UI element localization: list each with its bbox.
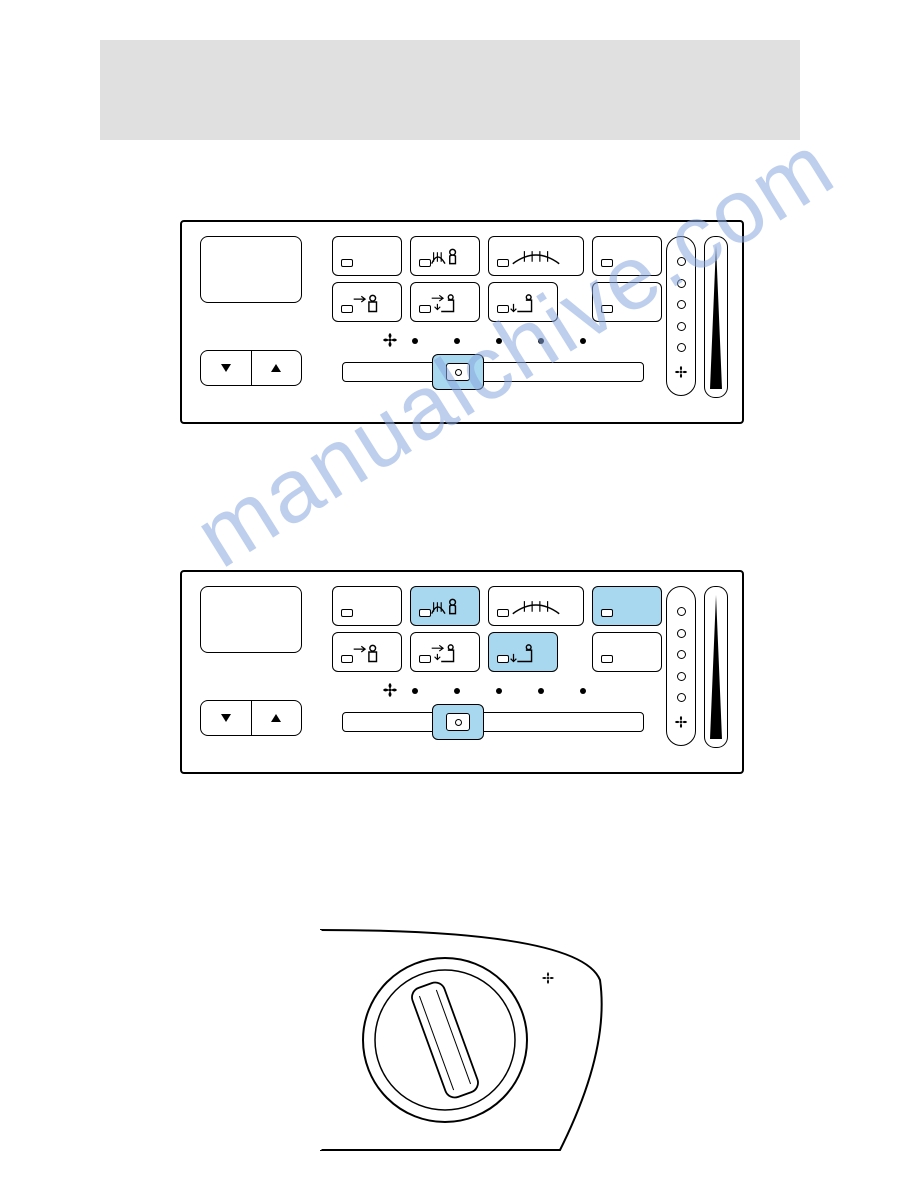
seat-face-icon bbox=[348, 640, 386, 664]
led-icon bbox=[419, 305, 431, 313]
fan-slider-track[interactable] bbox=[342, 712, 644, 732]
led-icon bbox=[419, 609, 431, 617]
feet-vent-button[interactable] bbox=[488, 282, 558, 322]
seat-feet-icon bbox=[504, 640, 542, 664]
seat-bilevel-icon bbox=[426, 290, 464, 314]
econ-button[interactable] bbox=[332, 236, 402, 276]
defrost-windshield-button[interactable] bbox=[488, 586, 584, 626]
feet-vent-button[interactable] bbox=[488, 632, 558, 672]
fan-speed-dots bbox=[412, 338, 586, 344]
triangle-up-icon bbox=[271, 364, 281, 372]
seat-bilevel-icon bbox=[426, 640, 464, 664]
defrost-windshield-button[interactable] bbox=[488, 236, 584, 276]
defrost-person-icon bbox=[426, 594, 464, 618]
ac-button[interactable] bbox=[592, 236, 662, 276]
fan-slider-thumb[interactable] bbox=[432, 354, 484, 390]
bilevel-vent-button[interactable] bbox=[410, 282, 480, 322]
temperature-display bbox=[200, 586, 302, 653]
led-icon bbox=[601, 609, 613, 617]
led-icon bbox=[601, 655, 613, 663]
led-icon bbox=[419, 655, 431, 663]
led-icon bbox=[341, 305, 353, 313]
fan-slider-thumb[interactable] bbox=[432, 704, 484, 740]
led-icon bbox=[341, 655, 353, 663]
seat-face-icon bbox=[348, 290, 386, 314]
fan-icon bbox=[382, 332, 398, 353]
fan-slider-track[interactable] bbox=[342, 362, 644, 382]
temperature-scale bbox=[666, 586, 696, 746]
fan-icon bbox=[382, 682, 398, 703]
triangle-up-icon bbox=[271, 714, 281, 722]
defrost-feet-button[interactable] bbox=[410, 236, 480, 276]
seat-feet-icon bbox=[504, 290, 542, 314]
temp-down-button[interactable] bbox=[201, 701, 252, 735]
temperature-rocker[interactable] bbox=[200, 700, 302, 736]
led-icon bbox=[497, 655, 509, 663]
temp-up-button[interactable] bbox=[252, 701, 302, 735]
header-band bbox=[100, 40, 800, 140]
temperature-wedge[interactable] bbox=[704, 586, 728, 748]
temperature-scale bbox=[666, 236, 696, 396]
face-vent-button[interactable] bbox=[332, 632, 402, 672]
temperature-display bbox=[200, 236, 302, 303]
defrost-windshield-icon bbox=[507, 594, 565, 618]
climate-panel-bottom bbox=[180, 570, 744, 774]
ac-button[interactable] bbox=[592, 586, 662, 626]
defrost-windshield-icon bbox=[507, 244, 565, 268]
fan-speed-dots bbox=[412, 688, 586, 694]
face-vent-button[interactable] bbox=[332, 282, 402, 322]
fan-knob-figure bbox=[300, 920, 620, 1160]
led-icon bbox=[419, 259, 431, 267]
fan-icon bbox=[542, 972, 554, 984]
led-icon bbox=[497, 305, 509, 313]
led-icon bbox=[497, 609, 509, 617]
defrost-person-icon bbox=[426, 244, 464, 268]
page: manualchive.com bbox=[0, 0, 918, 1188]
triangle-down-icon bbox=[221, 714, 231, 722]
triangle-down-icon bbox=[221, 364, 231, 372]
fan-icon bbox=[674, 365, 688, 379]
led-icon bbox=[497, 259, 509, 267]
fan-icon bbox=[674, 715, 688, 729]
recirculate-button[interactable] bbox=[592, 632, 662, 672]
led-icon bbox=[341, 259, 353, 267]
econ-button[interactable] bbox=[332, 586, 402, 626]
bilevel-vent-button[interactable] bbox=[410, 632, 480, 672]
temperature-wedge[interactable] bbox=[704, 236, 728, 398]
temperature-rocker[interactable] bbox=[200, 350, 302, 386]
led-icon bbox=[601, 259, 613, 267]
temp-down-button[interactable] bbox=[201, 351, 252, 385]
temp-up-button[interactable] bbox=[252, 351, 302, 385]
climate-panel-top bbox=[180, 220, 744, 424]
led-icon bbox=[601, 305, 613, 313]
led-icon bbox=[341, 609, 353, 617]
defrost-feet-button[interactable] bbox=[410, 586, 480, 626]
recirculate-button[interactable] bbox=[592, 282, 662, 322]
